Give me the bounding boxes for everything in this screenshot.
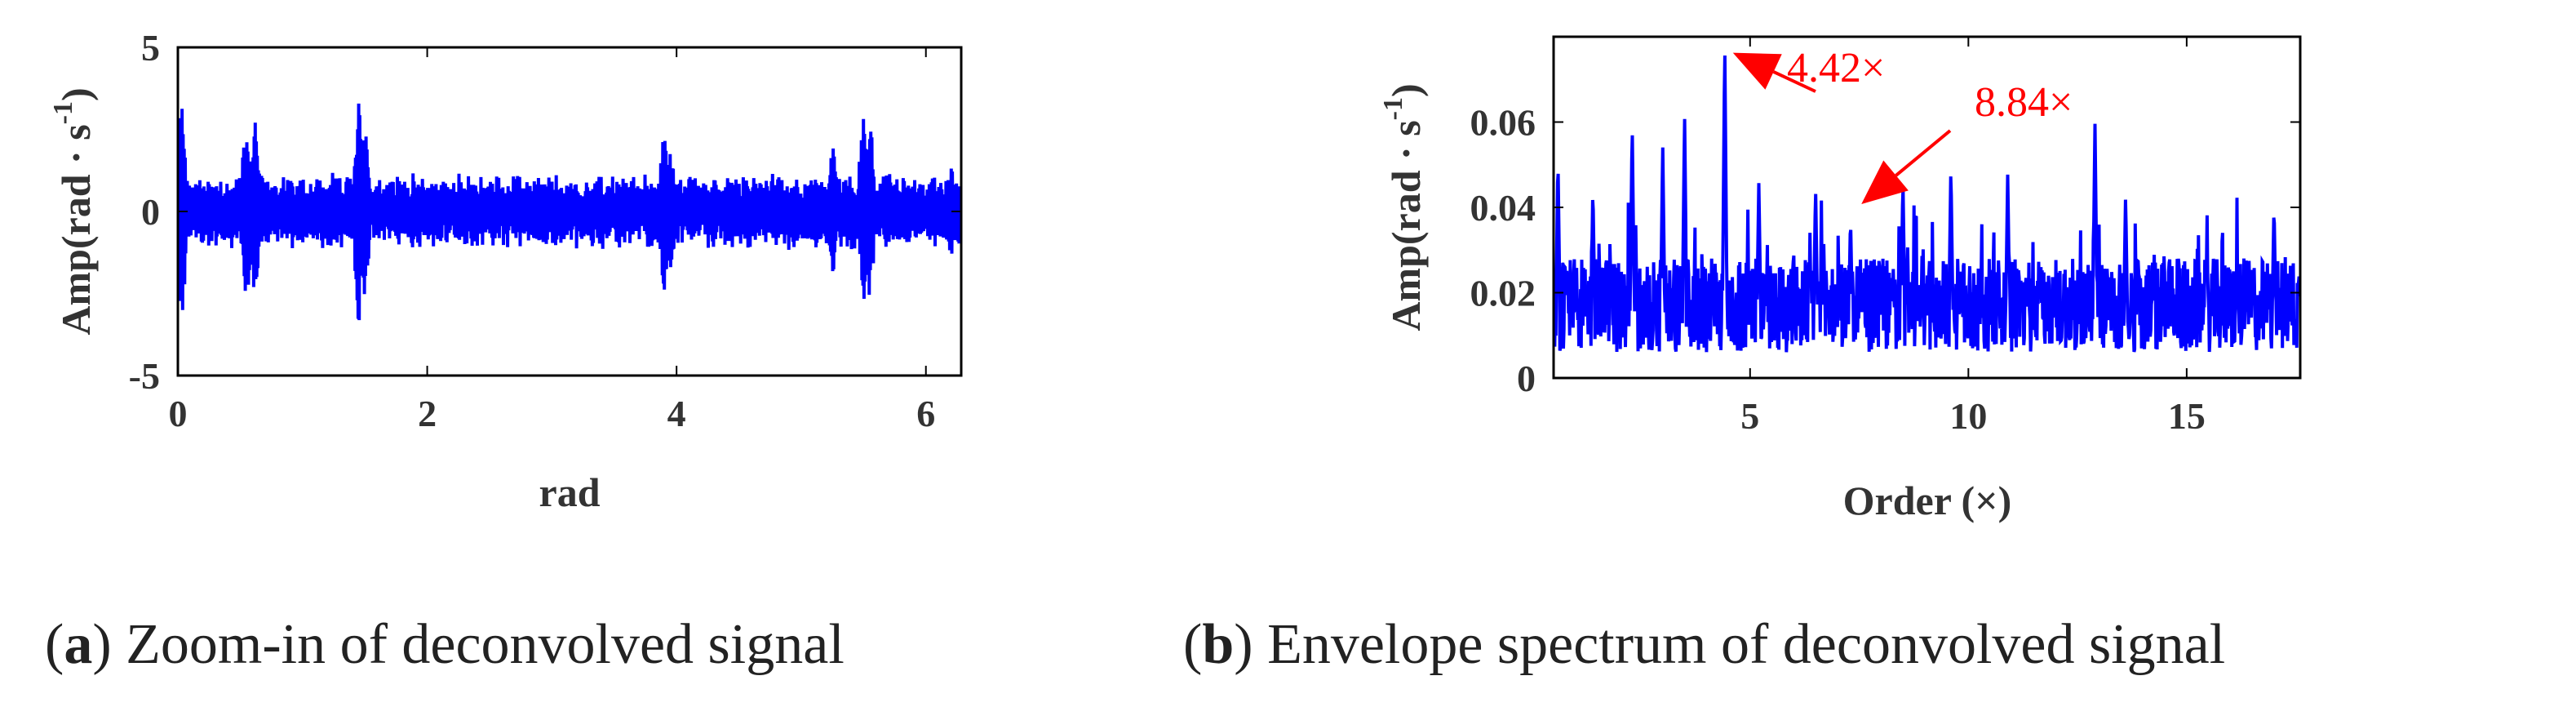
panel-a-y-tick-label: 0 — [141, 191, 160, 233]
panel-b-annotations: 4.42× 8.84× — [1732, 45, 2073, 204]
panel-a-x-axis-label: rad — [539, 469, 601, 515]
panel-a-x-tick-label: 6 — [916, 393, 935, 434]
panel-b: 5 10 15 0 0.02 0.04 0.06 4.42× 8.84× Order (×)… — [1378, 35, 2302, 523]
panel-b-y-tick-label: 0 — [1517, 358, 1536, 399]
panel-a-x-tick-label: 4 — [667, 393, 686, 434]
panel-a-y-ticks: -5 0 5 — [129, 27, 961, 397]
annotation-label-4-42: 4.42× — [1787, 45, 1885, 91]
panel-b-y-tick-label: 0.06 — [1470, 102, 1536, 144]
panel-a-x-tick-label: 0 — [169, 393, 188, 434]
annotation-arrow-head — [1732, 52, 1782, 90]
annotation-label-8-84: 8.84× — [1975, 79, 2073, 126]
caption-a: (a) Zoom-in of deconvolved signal — [45, 613, 845, 676]
panel-b-x-tick-label: 5 — [1740, 395, 1759, 437]
annotation-arrow-line — [1895, 129, 1952, 177]
panel-a-y-axis-label: Amp(rad · s-1) — [48, 87, 99, 335]
annotation-arrow-line — [1772, 70, 1816, 93]
caption-b: (b) Envelope spectrum of deconvolved sig… — [1183, 613, 2225, 676]
annotation-arrow-head — [1861, 160, 1909, 204]
panel-a-series-path — [178, 103, 961, 321]
panel-b-series-path — [1554, 55, 2300, 353]
panel-b-y-tick-label: 0.02 — [1470, 273, 1536, 314]
panel-b-x-tick-label: 10 — [1949, 395, 1987, 437]
panel-a-x-tick-label: 2 — [418, 393, 437, 434]
panel-a-x-ticks: 0 2 4 6 — [169, 47, 935, 434]
panel-b-spectrum-line — [1554, 55, 2300, 353]
panel-b-y-ticks: 0 0.02 0.04 0.06 — [1470, 102, 2300, 399]
panel-b-y-tick-label: 0.04 — [1470, 187, 1536, 229]
panel-a-signal-line — [178, 103, 961, 321]
panel-a-y-tick-label: 5 — [141, 27, 160, 69]
panel-b-x-ticks: 5 10 15 — [1740, 37, 2206, 437]
panel-a-y-tick-label: -5 — [129, 355, 160, 397]
panel-b-x-axis-label: Order (×) — [1843, 478, 2012, 523]
panel-b-x-tick-label: 15 — [2168, 395, 2206, 437]
panel-b-y-axis-label: Amp(rad · s-1) — [1378, 83, 1429, 331]
